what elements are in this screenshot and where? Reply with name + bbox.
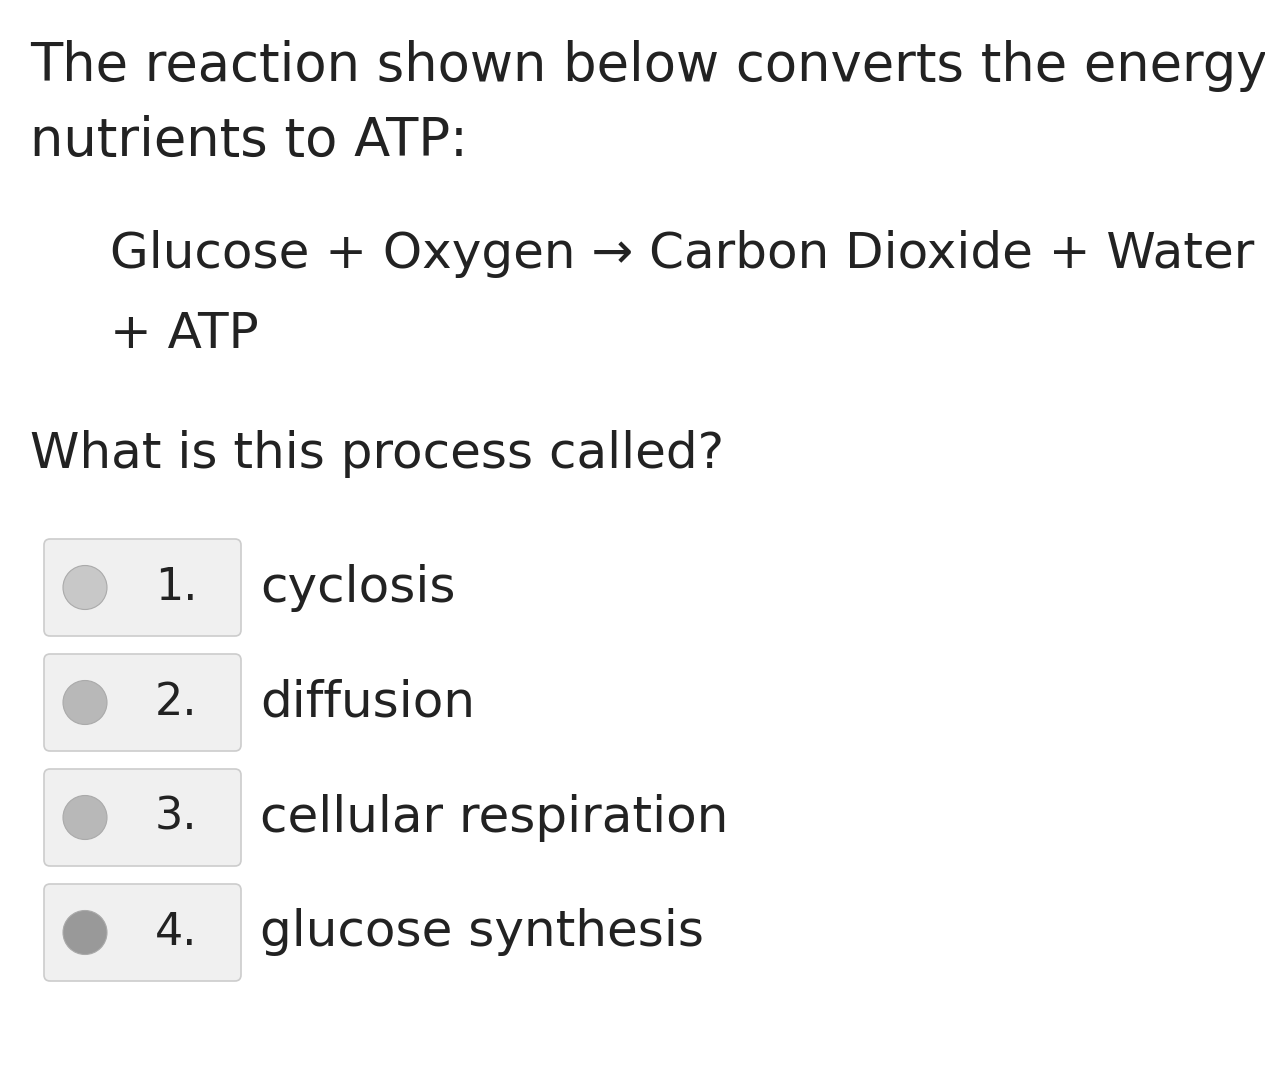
FancyBboxPatch shape xyxy=(44,884,242,981)
Text: cellular respiration: cellular respiration xyxy=(261,794,729,842)
FancyBboxPatch shape xyxy=(44,654,242,751)
Text: + ATP: + ATP xyxy=(110,310,259,358)
Text: Glucose + Oxygen → Carbon Dioxide + Water: Glucose + Oxygen → Carbon Dioxide + Wate… xyxy=(110,230,1255,278)
FancyBboxPatch shape xyxy=(44,539,242,636)
FancyBboxPatch shape xyxy=(44,769,242,866)
Text: 3.: 3. xyxy=(156,796,197,839)
Text: 1.: 1. xyxy=(156,566,197,609)
Text: The reaction shown below converts the energy from: The reaction shown below converts the en… xyxy=(30,40,1265,92)
Circle shape xyxy=(63,566,108,610)
Text: glucose synthesis: glucose synthesis xyxy=(261,909,705,957)
Circle shape xyxy=(63,681,108,725)
Text: 4.: 4. xyxy=(156,911,197,954)
Text: cyclosis: cyclosis xyxy=(261,564,455,611)
Circle shape xyxy=(63,911,108,955)
Text: nutrients to ATP:: nutrients to ATP: xyxy=(30,115,468,166)
Circle shape xyxy=(63,796,108,840)
Text: 2.: 2. xyxy=(156,681,197,724)
Text: diffusion: diffusion xyxy=(261,679,474,726)
Text: What is this process called?: What is this process called? xyxy=(30,430,724,478)
